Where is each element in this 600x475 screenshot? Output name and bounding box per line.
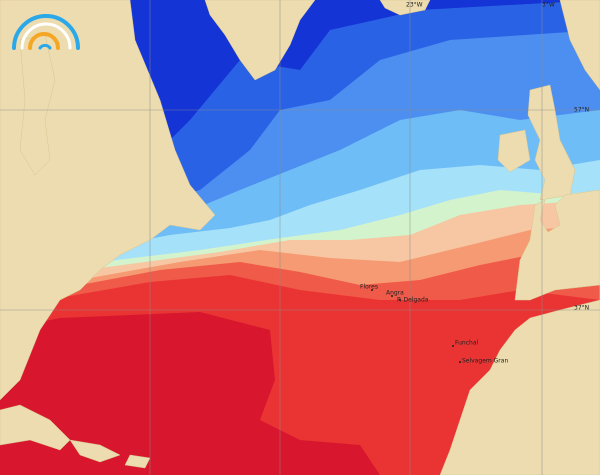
- caribbean: [0, 404, 151, 469]
- place-label: P. Delgada: [397, 297, 429, 304]
- place-dot: [399, 299, 401, 301]
- ireland: [497, 129, 531, 173]
- place-dot: [459, 361, 461, 363]
- logo[interactable]: [12, 14, 80, 50]
- iceland: [379, 0, 431, 16]
- place-label: Selvagem Gran: [462, 358, 508, 365]
- grid-label: 57°N: [574, 107, 589, 114]
- place-label: Angra: [386, 290, 404, 297]
- grid-label: 23°W: [406, 2, 423, 9]
- north-america: [0, 0, 216, 401]
- great-britain: [527, 84, 576, 201]
- grid-label: 3°W: [542, 2, 555, 9]
- norway: [559, 0, 600, 91]
- place-dot: [452, 345, 454, 347]
- place-dot: [391, 295, 393, 297]
- europe-africa: [439, 189, 600, 475]
- place-label: Flores: [360, 284, 378, 291]
- place-label: Funchal: [455, 340, 479, 347]
- greenland: [204, 0, 316, 81]
- grid-label: 37°N: [574, 305, 589, 312]
- place-dot: [371, 289, 373, 291]
- places: Flores Angra P. Delgada Funchal Selvagem…: [360, 284, 508, 365]
